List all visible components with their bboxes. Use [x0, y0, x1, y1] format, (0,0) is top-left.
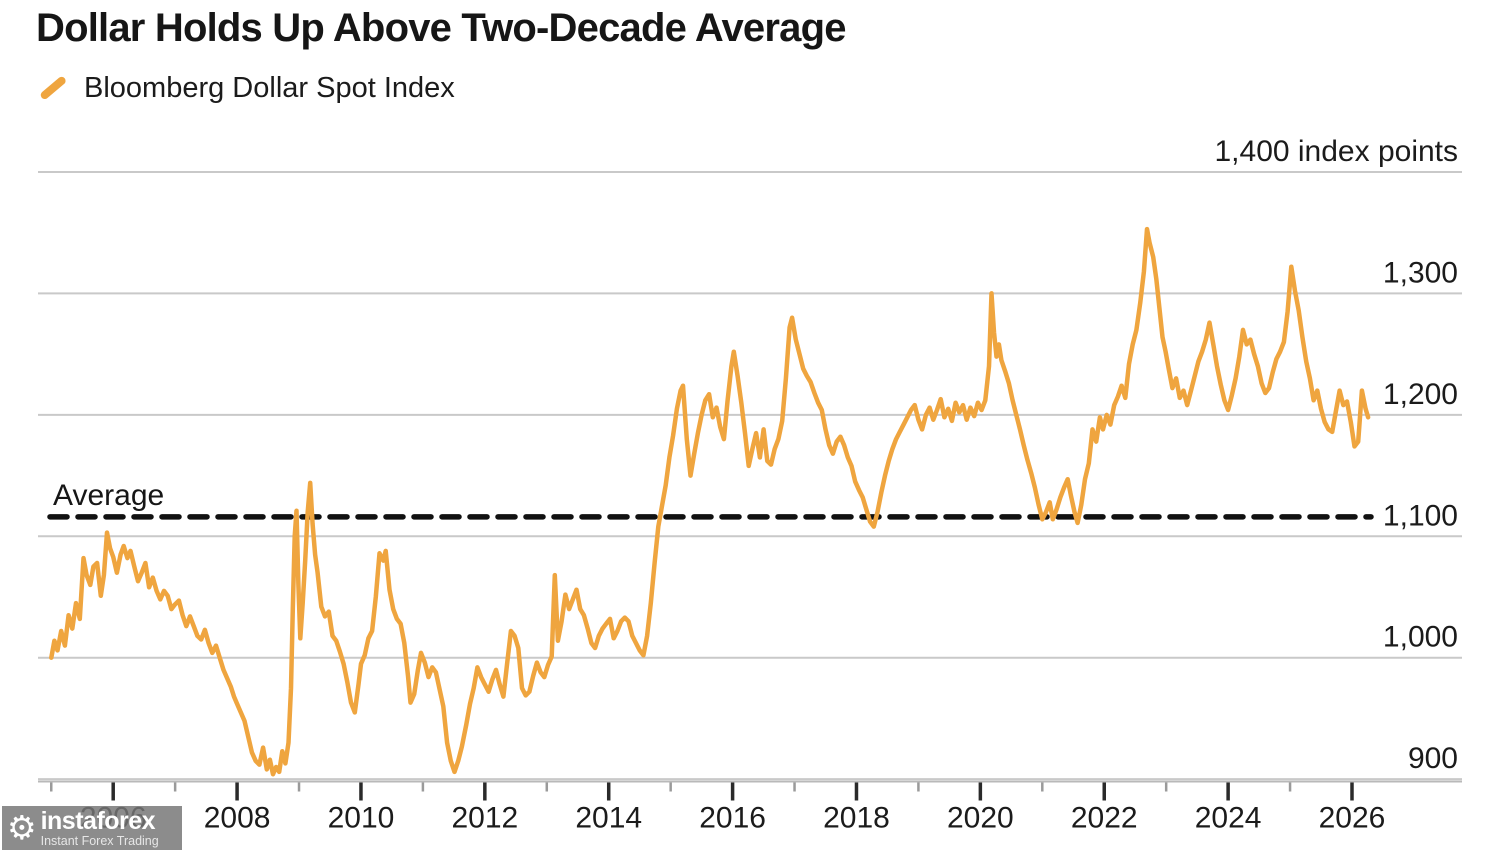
instaforex-watermark: ⚙ instaforex Instant Forex Trading	[2, 806, 182, 850]
x-axis-tick-label: 2008	[204, 802, 271, 835]
y-axis-tick-label: 1,200	[1383, 378, 1458, 411]
x-axis-tick-label: 2018	[823, 802, 890, 835]
y-axis-tick-label: 900	[1408, 742, 1458, 775]
watermark-brand: instaforex	[40, 806, 156, 835]
instaforex-gear-icon: ⚙	[7, 807, 37, 847]
x-axis-tick-label: 2010	[328, 802, 395, 835]
x-axis-tick-label: 2020	[947, 802, 1014, 835]
dollar-index-line	[49, 226, 1371, 777]
x-axis-tick-label: 2016	[699, 802, 766, 835]
legend-label: Bloomberg Dollar Spot Index	[84, 71, 455, 104]
x-axis-tick-label: 2022	[1071, 802, 1138, 835]
page-title: Dollar Holds Up Above Two-Decade Average	[36, 6, 846, 50]
watermark-tagline: Instant Forex Trading	[40, 833, 159, 848]
legend-line-swatch-icon	[39, 75, 67, 101]
y-axis-tick-label: 1,100	[1383, 499, 1458, 532]
x-axis-tick-label: 2024	[1195, 802, 1262, 835]
legend: Bloomberg Dollar Spot Index	[38, 70, 455, 106]
x-axis-tick-label: 2014	[575, 802, 642, 835]
x-axis-tick-label: 2026	[1319, 802, 1386, 835]
y-axis-tick-label: 1,000	[1383, 621, 1458, 654]
average-line-label: Average	[53, 479, 164, 512]
x-axis-tick-label: 2012	[451, 802, 518, 835]
y-axis-tick-label: 1,300	[1383, 256, 1458, 289]
y-axis-tick-label: 1,400 index points	[1214, 135, 1458, 168]
